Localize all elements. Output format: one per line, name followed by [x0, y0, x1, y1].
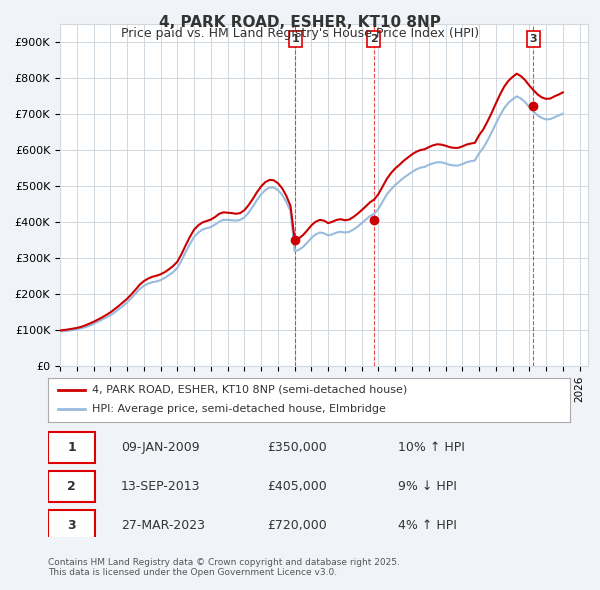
- Text: £350,000: £350,000: [267, 441, 327, 454]
- Text: Price paid vs. HM Land Registry's House Price Index (HPI): Price paid vs. HM Land Registry's House …: [121, 27, 479, 40]
- Text: 2: 2: [370, 34, 377, 44]
- Text: 4, PARK ROAD, ESHER, KT10 8NP: 4, PARK ROAD, ESHER, KT10 8NP: [159, 15, 441, 30]
- Text: £720,000: £720,000: [267, 519, 327, 532]
- Text: 10% ↑ HPI: 10% ↑ HPI: [398, 441, 464, 454]
- Text: 09-JAN-2009: 09-JAN-2009: [121, 441, 200, 454]
- FancyBboxPatch shape: [48, 431, 95, 463]
- Text: 3: 3: [529, 34, 537, 44]
- Text: HPI: Average price, semi-detached house, Elmbridge: HPI: Average price, semi-detached house,…: [92, 405, 386, 414]
- Text: Contains HM Land Registry data © Crown copyright and database right 2025.
This d: Contains HM Land Registry data © Crown c…: [48, 558, 400, 577]
- Text: 4% ↑ HPI: 4% ↑ HPI: [398, 519, 457, 532]
- Text: £405,000: £405,000: [267, 480, 327, 493]
- FancyBboxPatch shape: [48, 471, 95, 502]
- Text: 3: 3: [67, 519, 76, 532]
- Text: 4, PARK ROAD, ESHER, KT10 8NP (semi-detached house): 4, PARK ROAD, ESHER, KT10 8NP (semi-deta…: [92, 385, 407, 395]
- Text: 27-MAR-2023: 27-MAR-2023: [121, 519, 205, 532]
- Text: 1: 1: [67, 441, 76, 454]
- Text: 9% ↓ HPI: 9% ↓ HPI: [398, 480, 457, 493]
- Text: 2: 2: [67, 480, 76, 493]
- Text: 13-SEP-2013: 13-SEP-2013: [121, 480, 200, 493]
- Text: 1: 1: [291, 34, 299, 44]
- FancyBboxPatch shape: [48, 510, 95, 542]
